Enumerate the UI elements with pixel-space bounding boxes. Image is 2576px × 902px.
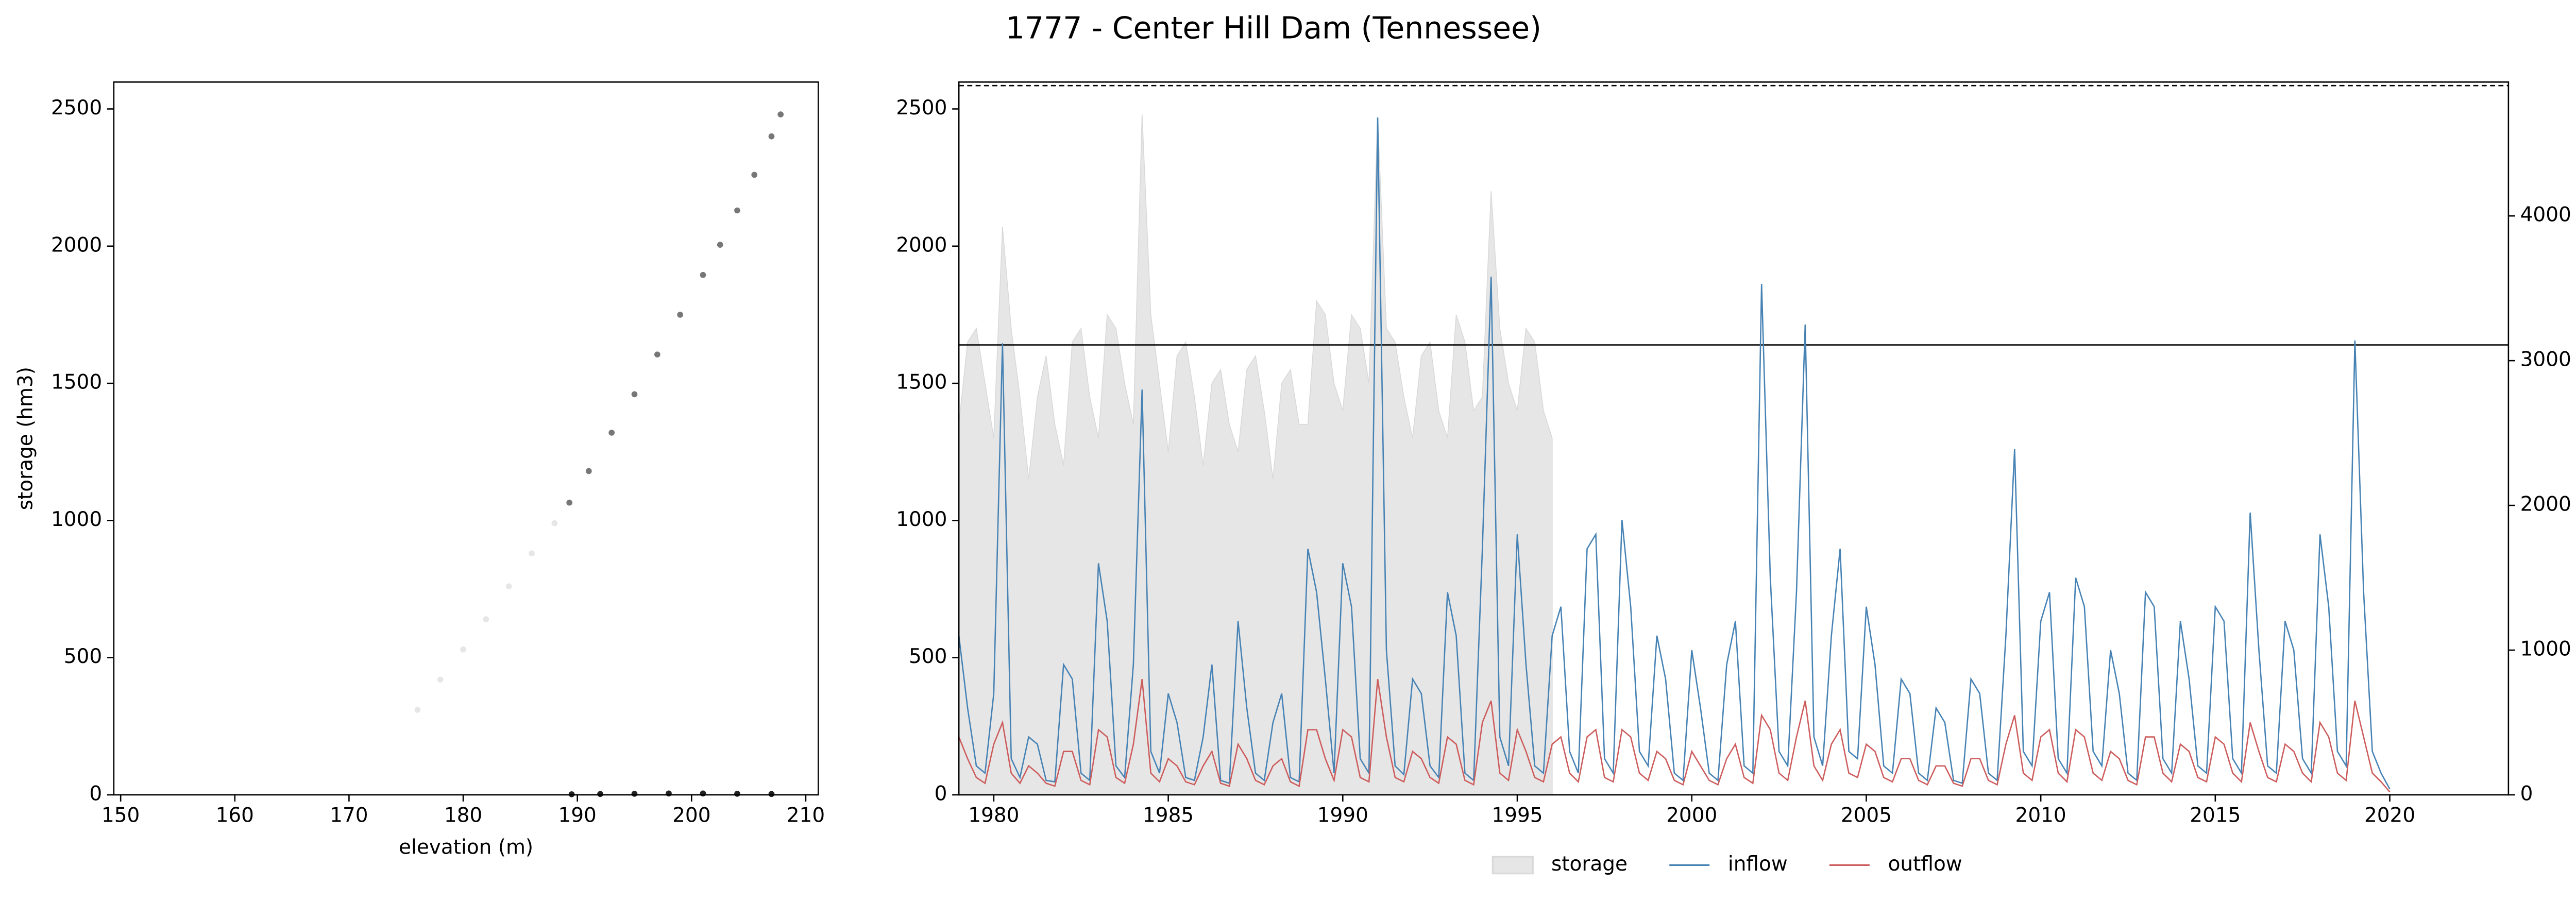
y-tick-label: 0 bbox=[89, 782, 102, 805]
point bbox=[700, 790, 706, 797]
y-tick-label: 1000 bbox=[51, 508, 102, 531]
point bbox=[414, 707, 421, 713]
point bbox=[597, 791, 603, 797]
x-tick-label: 2020 bbox=[2364, 804, 2415, 827]
y2-tick-label: 3000 bbox=[2520, 348, 2571, 371]
point bbox=[717, 242, 723, 248]
point bbox=[677, 312, 683, 318]
storage-area bbox=[959, 114, 1553, 795]
x-tick-label: 2015 bbox=[2190, 804, 2241, 827]
point bbox=[751, 172, 758, 178]
point bbox=[585, 468, 592, 474]
y-tick-label: 2500 bbox=[896, 96, 947, 120]
point bbox=[654, 351, 660, 358]
legend-label: storage bbox=[1551, 853, 1628, 876]
point bbox=[437, 676, 444, 683]
point bbox=[734, 791, 740, 797]
y2-tick-label: 4000 bbox=[2520, 203, 2571, 227]
y2-tick-label: 0 bbox=[2520, 782, 2533, 805]
y-tick-label: 2000 bbox=[51, 233, 102, 257]
point bbox=[551, 520, 558, 526]
figure-title: 1777 - Center Hill Dam (Tennessee) bbox=[1006, 11, 1541, 46]
inflow-line bbox=[959, 117, 2391, 790]
point bbox=[566, 499, 573, 506]
legend-swatch bbox=[1492, 856, 1534, 875]
plot-area bbox=[959, 84, 2509, 795]
x-tick-label: 170 bbox=[330, 804, 368, 827]
axes-frame bbox=[113, 81, 819, 796]
point bbox=[700, 271, 706, 278]
x-tick-label: 1995 bbox=[1492, 804, 1543, 827]
y-tick-label: 1000 bbox=[896, 508, 947, 531]
y-tick-label: 500 bbox=[909, 645, 947, 668]
x-tick-label: 180 bbox=[444, 804, 482, 827]
y2-tick-label: 2000 bbox=[2520, 493, 2571, 516]
point bbox=[529, 550, 535, 557]
point bbox=[460, 646, 466, 653]
point bbox=[483, 616, 489, 622]
x-tick-label: 210 bbox=[787, 804, 825, 827]
y-tick-label: 0 bbox=[935, 782, 947, 805]
point bbox=[666, 790, 672, 797]
outflow-line bbox=[959, 679, 2391, 793]
y-axis-label: storage (hm3) bbox=[14, 367, 37, 510]
x-tick-label: 1990 bbox=[1317, 804, 1368, 827]
y-tick-label: 2000 bbox=[896, 233, 947, 257]
legend-label: outflow bbox=[1888, 853, 1962, 876]
plot-area bbox=[414, 111, 784, 797]
point bbox=[768, 133, 775, 140]
axes-frame bbox=[958, 81, 2510, 796]
x-tick-label: 2010 bbox=[2015, 804, 2066, 827]
x-tick-label: 1980 bbox=[968, 804, 1019, 827]
point bbox=[505, 583, 512, 590]
x-tick-label: 1985 bbox=[1143, 804, 1194, 827]
point bbox=[631, 791, 638, 797]
y-tick-label: 1500 bbox=[896, 371, 947, 394]
y2-tick-label: 1000 bbox=[2520, 638, 2571, 661]
x-tick-label: 200 bbox=[672, 804, 710, 827]
y-tick-label: 500 bbox=[64, 645, 102, 668]
x-tick-label: 160 bbox=[216, 804, 254, 827]
point bbox=[734, 207, 740, 214]
x-tick-label: 190 bbox=[558, 804, 596, 827]
point bbox=[768, 791, 775, 797]
point bbox=[777, 111, 784, 117]
y-tick-label: 2500 bbox=[51, 96, 102, 120]
x-tick-label: 2000 bbox=[1666, 804, 1717, 827]
point bbox=[631, 391, 638, 398]
x-tick-label: 2005 bbox=[1841, 804, 1892, 827]
x-tick-label: 150 bbox=[101, 804, 140, 827]
x-axis-label: elevation (m) bbox=[399, 836, 533, 859]
legend-label: inflow bbox=[1728, 853, 1788, 876]
point bbox=[608, 430, 615, 436]
y-tick-label: 1500 bbox=[51, 371, 102, 394]
